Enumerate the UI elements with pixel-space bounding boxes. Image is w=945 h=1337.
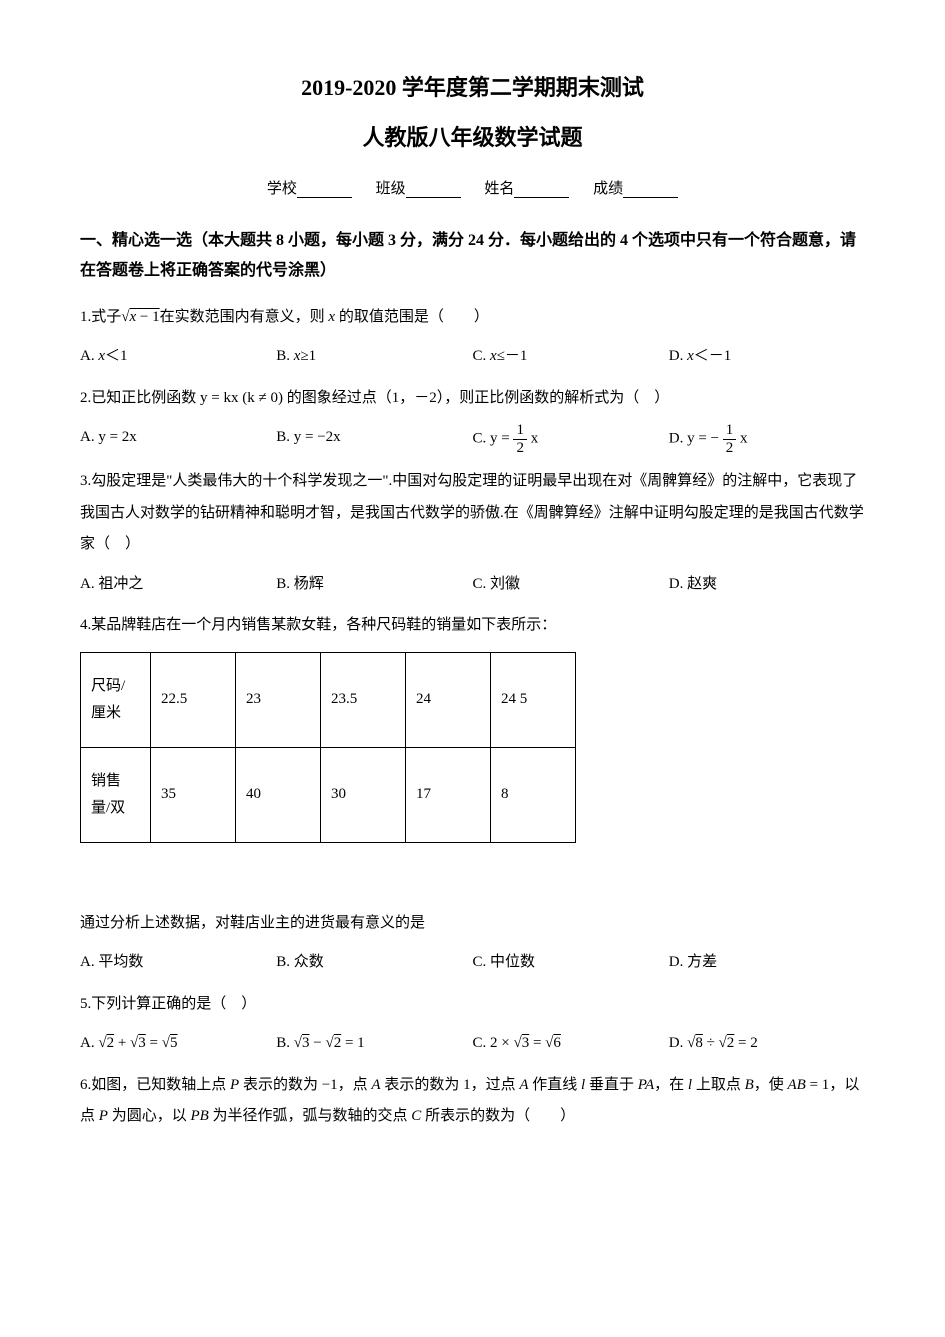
q2-option-d: D. y = − 12 x — [669, 422, 865, 456]
q2-option-a: A. y = 2x — [80, 422, 276, 456]
question-5: 5.下列计算正确的是（ ） A. √2 + √3 = √5 B. √3 − √2… — [80, 989, 865, 1060]
q5-option-d: D. √8 ÷ √2 = 2 — [669, 1028, 865, 1060]
table-row: 尺码/厘米 22.5 23 23.5 24 24 5 — [81, 652, 576, 747]
question-2: 2.已知正比例函数 y = kx (k ≠ 0) 的图象经过点（1，－2），则正… — [80, 383, 865, 457]
q2-option-b: B. y = −2x — [276, 422, 472, 456]
q1-option-a: A. x＜1 — [80, 341, 276, 373]
q2-option-c: C. y = 12 x — [473, 422, 669, 456]
q5-option-a: A. √2 + √3 = √5 — [80, 1028, 276, 1060]
question-6: 6.如图，已知数轴上点 P 表示的数为 −1，点 A 表示的数为 1，过点 A … — [80, 1070, 865, 1133]
table-cell: 22.5 — [151, 652, 236, 747]
name-field: 姓名 — [484, 181, 569, 197]
section-header: 一、精心选一选（本大题共 8 小题，每小题 3 分，满分 24 分．每小题给出的… — [80, 226, 865, 287]
table-header-cell: 销售量/双 — [81, 747, 151, 842]
q4-option-b: B. 众数 — [276, 947, 472, 979]
table-cell: 30 — [321, 747, 406, 842]
score-field: 成绩 — [593, 181, 678, 197]
table-cell: 24 — [406, 652, 491, 747]
q4-option-c: C. 中位数 — [473, 947, 669, 979]
table-cell: 23 — [236, 652, 321, 747]
q4-table: 尺码/厘米 22.5 23 23.5 24 24 5 销售量/双 35 40 3… — [80, 652, 576, 843]
table-row: 销售量/双 35 40 30 17 8 — [81, 747, 576, 842]
q1-option-d: D. x＜－1 — [669, 341, 865, 373]
q5-option-b: B. √3 − √2 = 1 — [276, 1028, 472, 1060]
table-cell: 17 — [406, 747, 491, 842]
q3-option-b: B. 杨辉 — [276, 569, 472, 601]
table-cell: 35 — [151, 747, 236, 842]
school-field: 学校 — [267, 181, 352, 197]
main-title: 2019-2020 学年度第二学期期末测试 — [80, 70, 865, 102]
table-cell: 24 5 — [491, 652, 576, 747]
table-cell: 8 — [491, 747, 576, 842]
q4-option-a: A. 平均数 — [80, 947, 276, 979]
table-cell: 40 — [236, 747, 321, 842]
q1-option-c: C. x≤－1 — [473, 341, 669, 373]
q3-option-c: C. 刘徽 — [473, 569, 669, 601]
q4-option-d: D. 方差 — [669, 947, 865, 979]
question-1: 1.式子√x − 1在实数范围内有意义，则 x 的取值范围是（ ） A. x＜1… — [80, 302, 865, 373]
q1-option-b: B. x≥1 — [276, 341, 472, 373]
sub-title: 人教版八年级数学试题 — [80, 120, 865, 152]
table-cell: 23.5 — [321, 652, 406, 747]
question-3: 3.勾股定理是"人类最伟大的十个科学发现之一".中国对勾股定理的证明最早出现在对… — [80, 466, 865, 600]
q5-option-c: C. 2 × √3 = √6 — [473, 1028, 669, 1060]
info-line: 学校 班级 姓名 成绩 — [80, 177, 865, 198]
class-field: 班级 — [376, 181, 461, 197]
table-header-cell: 尺码/厘米 — [81, 652, 151, 747]
q3-option-d: D. 赵爽 — [669, 569, 865, 601]
q3-option-a: A. 祖冲之 — [80, 569, 276, 601]
question-4: 4.某品牌鞋店在一个月内销售某款女鞋，各种尺码鞋的销量如下表所示： 尺码/厘米 … — [80, 610, 865, 979]
